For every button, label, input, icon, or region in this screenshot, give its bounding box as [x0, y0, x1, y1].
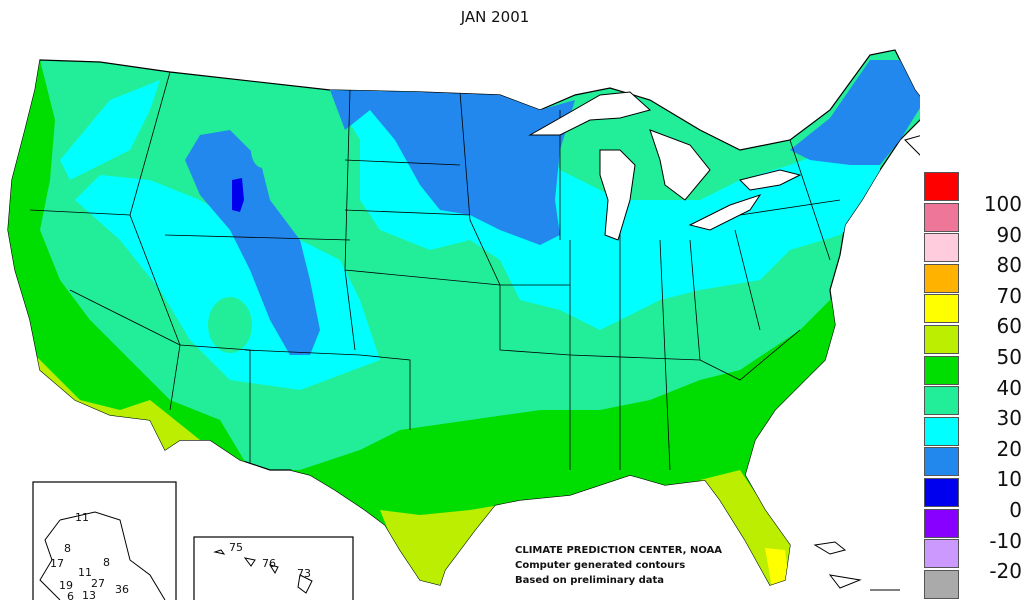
legend-label: 40	[996, 375, 1022, 400]
legend-swatch	[924, 263, 959, 293]
state-boundaries	[29, 71, 841, 471]
alaska-label-8: 36	[115, 583, 129, 596]
alaska-label-3: 17	[50, 557, 64, 570]
contour-pocket-30-nebraska	[344, 193, 360, 217]
legend-swatch	[924, 324, 959, 354]
alaska-label-1: 11	[75, 511, 89, 524]
lake-superior	[528, 91, 652, 136]
legend-swatch	[924, 294, 959, 324]
contour-region-50-gulf	[380, 470, 790, 585]
hawaii-islands	[213, 549, 313, 594]
lake-michigan	[599, 149, 636, 241]
contour-region-40-west	[8, 60, 250, 470]
map-title: JAN 2001	[460, 8, 530, 26]
legend-label: 0	[1009, 497, 1022, 522]
legend-row: 30	[924, 386, 1024, 430]
legend-label: -20	[989, 559, 1022, 584]
legend-label: 50	[996, 344, 1022, 369]
legend-row: 60	[924, 294, 1024, 338]
legend-row: 20	[924, 416, 1024, 461]
legend-label: 70	[996, 283, 1022, 308]
legend-label: 10	[996, 467, 1022, 492]
alaska-label-4: 11	[78, 566, 92, 579]
legend-row: 0	[924, 477, 1024, 522]
legend-swatch	[924, 569, 959, 599]
legend-row: 40	[924, 355, 1024, 400]
alaska-label-5: 8	[103, 556, 110, 569]
legend-row: 80	[924, 233, 1024, 277]
legend-swatch	[924, 416, 959, 446]
legend-swatch	[924, 447, 959, 477]
alaska-label-2: 8	[64, 542, 71, 555]
legend-label: -10	[989, 528, 1022, 553]
contour-region-10-rockies	[185, 130, 320, 355]
legend-label: 60	[996, 314, 1022, 339]
legend-swatch	[924, 508, 959, 538]
legend-label: 80	[996, 253, 1022, 278]
caribbean-islands	[813, 541, 900, 591]
legend-label: 90	[996, 222, 1022, 247]
alaska-label-6: 19	[59, 579, 73, 592]
legend-row: -10	[924, 508, 1024, 553]
alaska-label-10: 6	[67, 590, 74, 603]
legend-row: 90	[924, 202, 1024, 247]
legend-swatch	[924, 202, 959, 232]
legend-swatch	[924, 477, 959, 507]
legend-row: 100	[924, 172, 1024, 216]
us-temperature-map	[7, 49, 920, 600]
credits-block: CLIMATE PREDICTION CENTER, NOAA Computer…	[515, 543, 722, 588]
legend-swatch	[924, 539, 959, 569]
temperature-legend: 100 90 80 70 60 50 40 30 20 10 0 -10 -20	[924, 172, 1024, 600]
hawaii-label-3: 73	[297, 567, 311, 580]
hawaii-inset	[193, 536, 354, 600]
alaska-inset	[32, 481, 177, 600]
credits-method: Computer generated contours	[515, 560, 686, 571]
legend-swatch	[924, 355, 959, 385]
contour-pocket-30-montana	[251, 132, 275, 168]
lake-huron	[649, 129, 711, 201]
legend-label: 20	[996, 436, 1022, 461]
hawaii-label-2: 76	[262, 557, 276, 570]
legend-row: -20	[924, 539, 1024, 583]
alaska-outline	[39, 511, 166, 600]
contour-region-10-northeast	[790, 60, 920, 165]
contour-region-10-north	[330, 90, 575, 245]
legend-label: 100	[983, 192, 1022, 216]
legend-swatch	[924, 172, 959, 201]
contour-pocket-30-utah	[208, 297, 252, 353]
legend-row	[924, 569, 1024, 601]
contour-region-60-florida	[765, 548, 790, 585]
legend-label: 30	[996, 406, 1022, 431]
canada-coast	[904, 135, 920, 156]
lake-ontario	[739, 169, 802, 191]
contour-region-0-wyoming	[232, 178, 244, 212]
credits-agency: CLIMATE PREDICTION CENTER, NOAA	[515, 545, 723, 556]
hawaii-label-1: 75	[229, 541, 243, 554]
legend-row: 50	[924, 324, 1024, 369]
legend-swatch	[924, 386, 959, 416]
legend-row: 10	[924, 447, 1024, 491]
alaska-label-9: 13	[82, 589, 96, 602]
alaska-label-7: 27	[91, 577, 105, 590]
legend-swatch	[924, 233, 959, 263]
credits-data-note: Based on preliminary data	[515, 575, 665, 586]
great-lakes	[528, 91, 802, 241]
contour-region-20-west	[60, 70, 880, 390]
lake-erie	[688, 194, 762, 231]
legend-row: 70	[924, 263, 1024, 308]
